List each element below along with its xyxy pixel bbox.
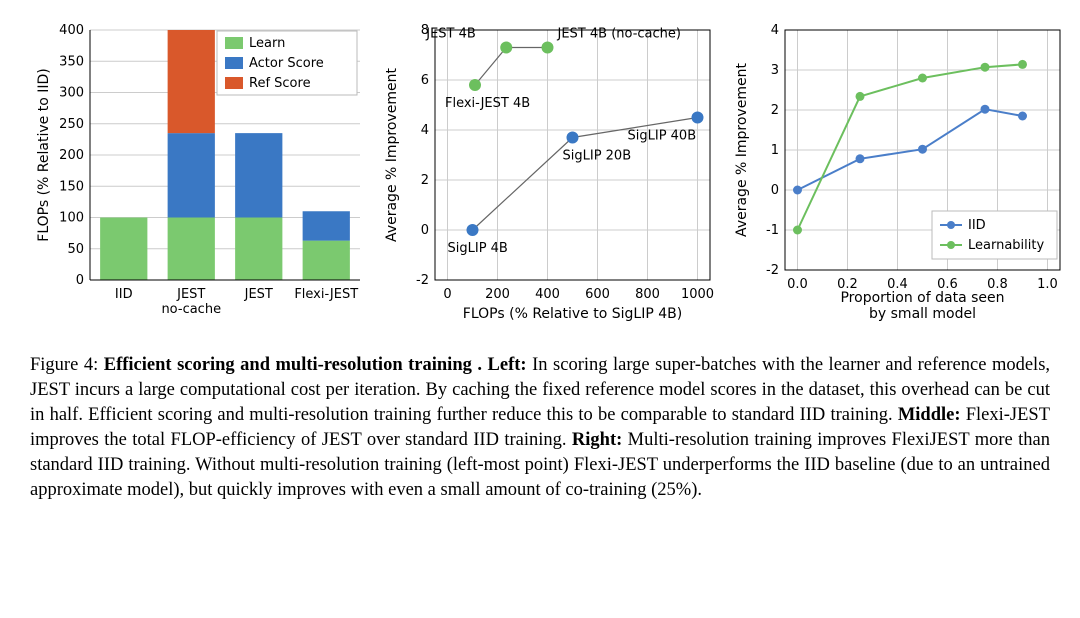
svg-text:2: 2 bbox=[421, 173, 429, 188]
caption-middle-label: Middle: bbox=[898, 405, 961, 425]
svg-text:Actor Score: Actor Score bbox=[249, 56, 324, 71]
svg-text:3: 3 bbox=[771, 63, 779, 78]
figure-caption: Figure 4: Efficient scoring and multi-re… bbox=[30, 353, 1050, 503]
svg-text:350: 350 bbox=[59, 54, 84, 69]
svg-text:no-cache: no-cache bbox=[161, 302, 221, 317]
svg-text:6: 6 bbox=[421, 73, 429, 88]
svg-text:0: 0 bbox=[421, 223, 429, 238]
middle-panel: -20246802004006008001000SigLIP 4BSigLIP … bbox=[380, 20, 720, 335]
svg-text:Ref Score: Ref Score bbox=[249, 76, 311, 91]
svg-text:150: 150 bbox=[59, 179, 84, 194]
svg-text:Average % Improvement: Average % Improvement bbox=[384, 68, 400, 242]
svg-text:200: 200 bbox=[59, 148, 84, 163]
svg-text:by small model: by small model bbox=[869, 306, 976, 322]
left-panel: 050100150200250300350400IIDJESTno-cacheJ… bbox=[30, 20, 370, 335]
svg-text:JEST: JEST bbox=[176, 287, 205, 302]
svg-text:SigLIP 4B: SigLIP 4B bbox=[448, 241, 508, 256]
svg-text:FLOPs (% Relative to IID): FLOPs (% Relative to IID) bbox=[36, 68, 52, 241]
svg-text:0: 0 bbox=[76, 273, 84, 288]
caption-title: Efficient scoring and multi-resolution t… bbox=[104, 355, 482, 375]
caption-fig-label: Figure 4: bbox=[30, 355, 98, 375]
svg-text:0: 0 bbox=[771, 183, 779, 198]
svg-text:4: 4 bbox=[771, 23, 779, 38]
svg-text:Average % Improvement: Average % Improvement bbox=[734, 63, 750, 237]
svg-text:1000: 1000 bbox=[681, 287, 714, 302]
svg-text:Learn: Learn bbox=[249, 36, 285, 51]
middle-chart: -20246802004006008001000SigLIP 4BSigLIP … bbox=[380, 20, 720, 330]
svg-text:SigLIP 40B: SigLIP 40B bbox=[628, 129, 697, 144]
svg-text:200: 200 bbox=[485, 287, 510, 302]
svg-text:IID: IID bbox=[115, 287, 133, 302]
svg-text:300: 300 bbox=[59, 86, 84, 101]
svg-text:0.0: 0.0 bbox=[787, 277, 808, 292]
svg-text:400: 400 bbox=[59, 23, 84, 38]
svg-text:600: 600 bbox=[585, 287, 610, 302]
svg-text:250: 250 bbox=[59, 117, 84, 132]
left-chart: 050100150200250300350400IIDJESTno-cacheJ… bbox=[30, 20, 370, 330]
svg-text:Flexi-JEST 4B: Flexi-JEST 4B bbox=[445, 96, 530, 111]
svg-text:Learnability: Learnability bbox=[968, 238, 1044, 253]
svg-text:Flexi-JEST: Flexi-JEST bbox=[294, 287, 358, 302]
svg-text:-2: -2 bbox=[416, 273, 429, 288]
svg-text:IID: IID bbox=[968, 218, 986, 233]
svg-text:800: 800 bbox=[635, 287, 660, 302]
svg-text:JEST: JEST bbox=[244, 287, 273, 302]
svg-text:JEST 4B: JEST 4B bbox=[425, 27, 476, 42]
svg-text:100: 100 bbox=[59, 211, 84, 226]
figure-panels: 050100150200250300350400IIDJESTno-cacheJ… bbox=[30, 20, 1050, 335]
svg-text:FLOPs (% Relative to SigLIP 4B: FLOPs (% Relative to SigLIP 4B) bbox=[463, 306, 682, 322]
svg-text:1: 1 bbox=[771, 143, 779, 158]
caption-left-label: Left: bbox=[488, 355, 527, 375]
right-panel: -2-1012340.00.20.40.60.81.0Proportion of… bbox=[730, 20, 1070, 335]
svg-text:-1: -1 bbox=[766, 223, 779, 238]
svg-text:SigLIP 20B: SigLIP 20B bbox=[563, 149, 632, 164]
svg-text:Proportion of data seen: Proportion of data seen bbox=[840, 290, 1004, 306]
svg-text:50: 50 bbox=[67, 242, 84, 257]
svg-text:0: 0 bbox=[443, 287, 451, 302]
svg-text:-2: -2 bbox=[766, 263, 779, 278]
svg-text:1.0: 1.0 bbox=[1037, 277, 1058, 292]
svg-text:400: 400 bbox=[535, 287, 560, 302]
right-chart: -2-1012340.00.20.40.60.81.0Proportion of… bbox=[730, 20, 1070, 330]
svg-text:2: 2 bbox=[771, 103, 779, 118]
caption-right-label: Right: bbox=[572, 430, 622, 450]
svg-text:4: 4 bbox=[421, 123, 429, 138]
svg-text:JEST 4B (no-cache): JEST 4B (no-cache) bbox=[557, 27, 681, 42]
